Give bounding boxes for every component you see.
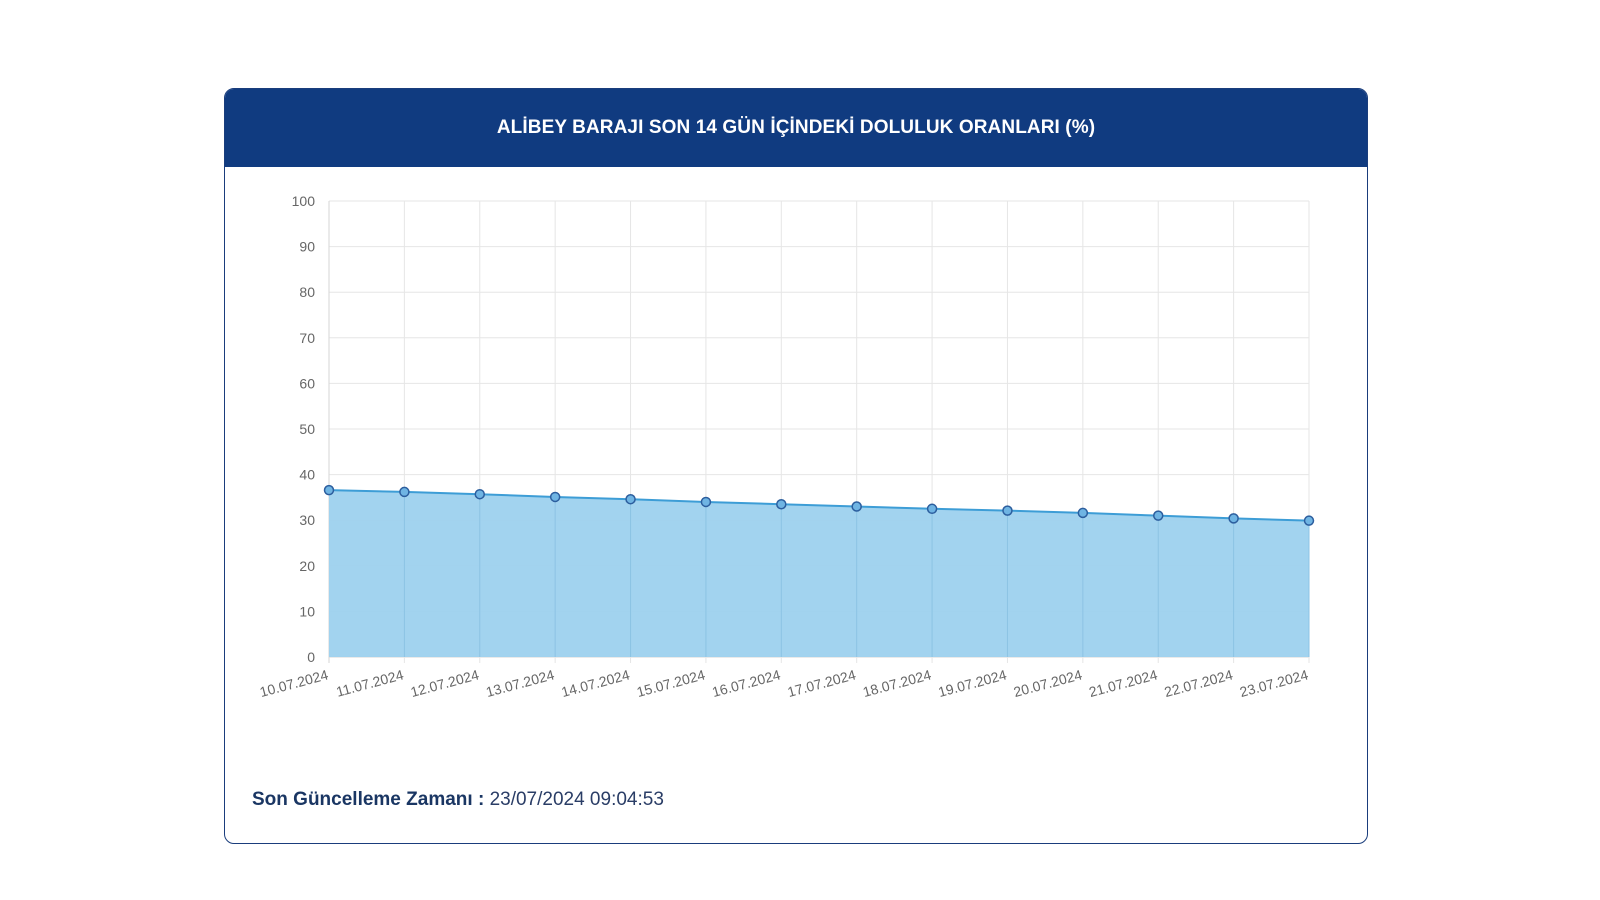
data-point[interactable]	[399, 486, 410, 498]
data-point[interactable]	[700, 496, 712, 508]
x-tick-label: 20.07.2024	[1012, 666, 1084, 700]
area-layer	[328, 489, 1310, 657]
y-tick-label: 20	[299, 558, 315, 574]
last-update: Son Güncelleme Zamanı : 23/07/2024 09:04…	[252, 789, 664, 811]
data-point[interactable]	[474, 488, 486, 500]
y-tick-label: 70	[299, 330, 315, 346]
x-tick-label: 22.07.2024	[1163, 666, 1235, 700]
y-tick-label: 30	[299, 512, 315, 528]
x-tick-labels: 10.07.2024 11.07.2024 12.07.2024 13.07.2024…	[258, 666, 1310, 700]
x-tick-label: 10.07.2024	[258, 666, 330, 700]
x-tick-label: 21.07.2024	[1087, 666, 1159, 700]
chart-svg: 0 10 20 30 40 50 60 70 80 90 100 10.07.2024 11.07.2…	[258, 193, 1315, 700]
y-tick-label: 100	[292, 193, 316, 209]
x-tick-label: 19.07.2024	[936, 666, 1008, 700]
series-line	[328, 489, 1310, 522]
x-tick-label: 12.07.2024	[409, 666, 481, 700]
data-point[interactable]	[1152, 510, 1164, 521]
data-point[interactable]	[323, 484, 335, 496]
x-tick-label: 13.07.2024	[484, 666, 556, 700]
data-point[interactable]	[1077, 507, 1089, 519]
data-point[interactable]	[926, 503, 938, 515]
x-tick-label: 14.07.2024	[559, 666, 631, 700]
data-point[interactable]	[851, 501, 862, 512]
data-point[interactable]	[776, 498, 787, 510]
x-tick-label: 11.07.2024	[334, 666, 405, 699]
data-point[interactable]	[549, 491, 561, 503]
series-area	[329, 490, 1309, 657]
card-header: ALİBEY BARAJI SON 14 GÜN İÇİNDEKİ DOLULU…	[225, 89, 1367, 167]
chart-title: ALİBEY BARAJI SON 14 GÜN İÇİNDEKİ DOLULU…	[496, 117, 1096, 138]
chart-card: ALİBEY BARAJI SON 14 GÜN İÇİNDEKİ DOLULU…	[224, 88, 1368, 844]
x-tick-label: 15.07.2024	[635, 666, 707, 700]
data-point[interactable]	[1002, 505, 1013, 516]
point-layer	[323, 484, 1315, 526]
x-tick-label: 18.07.2024	[861, 666, 933, 700]
y-tick-label: 10	[299, 603, 315, 619]
last-update-label: Son Güncelleme Zamanı :	[252, 789, 485, 810]
y-tick-label: 40	[299, 467, 315, 483]
y-tick-label: 0	[307, 649, 315, 665]
x-tick-label: 17.07.2024	[786, 666, 858, 700]
data-point[interactable]	[1228, 513, 1239, 524]
data-point[interactable]	[1303, 515, 1315, 526]
y-tick-label: 50	[299, 421, 315, 437]
last-update-value: 23/07/2024 09:04:53	[489, 789, 664, 810]
y-tick-label: 80	[299, 284, 315, 300]
y-tick-labels: 0 10 20 30 40 50 60 70 80 90 100	[292, 193, 316, 665]
x-tick-label: 23.07.2024	[1238, 666, 1310, 700]
y-tick-label: 90	[299, 239, 315, 255]
data-point[interactable]	[625, 493, 636, 505]
chart-area: 0 10 20 30 40 50 60 70 80 90 100 10.07.2024 11.07.2…	[225, 167, 1367, 767]
y-tick-label: 60	[299, 375, 315, 391]
x-tick-label: 16.07.2024	[710, 666, 782, 700]
